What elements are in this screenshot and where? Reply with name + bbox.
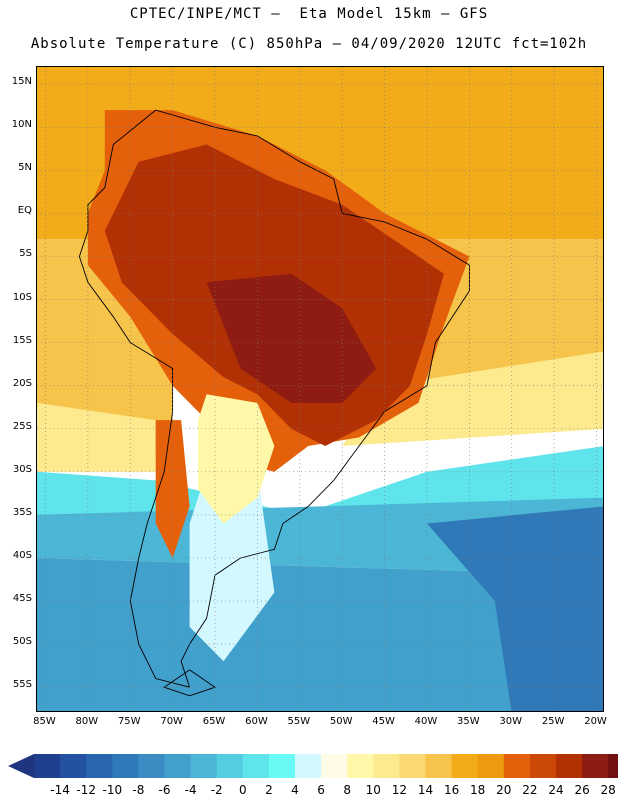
colorbar-tick-label: -4 <box>184 783 197 797</box>
zone-chaco-pale <box>198 394 275 524</box>
colorbar-tick-label: -6 <box>158 783 171 797</box>
colorbar-swatch <box>451 754 479 778</box>
colorbar-tick-label: 2 <box>265 783 273 797</box>
lon-tick-label: 20W <box>584 716 607 727</box>
lon-tick-label: 60W <box>245 716 268 727</box>
colorbar-tick-label: 16 <box>443 783 460 797</box>
colorbar <box>8 754 618 778</box>
map-subtitle: Absolute Temperature (C) 850hPa — 04/09/… <box>30 36 588 52</box>
colorbar-swatch <box>529 754 557 778</box>
lat-tick-label: 30S <box>12 463 32 475</box>
field-atlantic-yellow <box>342 351 603 446</box>
colorbar-swatch <box>268 754 296 778</box>
temperature-map <box>37 67 603 711</box>
tierra-del-fuego-coast <box>163 669 216 697</box>
colorbar-swatch <box>373 754 400 778</box>
lon-tick-label: 75W <box>117 716 141 727</box>
colorbar-swatch <box>503 754 531 778</box>
lon-tick-label: 25W <box>541 716 565 727</box>
field-patagonia-pale <box>189 471 275 662</box>
lat-tick-label: 5S <box>19 248 32 260</box>
colorbar-swatch <box>164 754 192 778</box>
colorbar-tick-label: 24 <box>548 783 564 797</box>
lon-tick-label: 55W <box>287 716 311 727</box>
lat-tick-label: 45S <box>12 593 32 605</box>
colorbar-tick-label: 6 <box>317 783 325 797</box>
colorbar-tick-label: 20 <box>496 783 512 797</box>
lat-tick-label: 50S <box>12 636 32 648</box>
colorbar-tick-label: -14 <box>50 783 70 797</box>
lat-tick-label: 15N <box>11 76 32 88</box>
colorbar-under-arrow <box>8 754 34 778</box>
colorbar-swatch <box>216 754 244 778</box>
lon-tick-label: 80W <box>75 716 99 727</box>
colorbar-swatch <box>86 754 113 778</box>
lon-tick-label: 30W <box>499 716 523 727</box>
colorbar-tick-label: 12 <box>391 783 408 797</box>
map-plot-area <box>36 66 604 712</box>
lon-tick-label: 85W <box>33 716 56 727</box>
lon-tick-label: 50W <box>329 716 353 727</box>
colorbar-tick-label: -8 <box>132 783 145 797</box>
colorbar-tick-label: -2 <box>210 783 223 797</box>
colorbar-swatch <box>608 754 618 778</box>
colorbar-tick-label: 18 <box>470 783 486 797</box>
map-title: CPTEC/INPE/MCT — Eta Model 15km — GFS <box>129 6 489 22</box>
colorbar-swatch <box>242 754 270 778</box>
colorbar-swatch <box>347 754 374 778</box>
colorbar-tick-label: 10 <box>365 783 381 797</box>
lat-tick-label: 20S <box>12 377 32 389</box>
colorbar-swatch <box>477 754 505 778</box>
lat-tick-label: 40S <box>12 549 32 561</box>
lon-tick-label: 40W <box>414 716 438 727</box>
colorbar-tick-label: -10 <box>102 783 123 797</box>
field-south-deep <box>37 558 603 711</box>
colorbar-tick-label: 14 <box>417 783 434 797</box>
colorbar-tick-label: -12 <box>76 783 96 797</box>
colorbar-tick-label: 26 <box>574 783 590 797</box>
colorbar-swatch <box>399 754 426 778</box>
field-southeast-deep <box>427 506 603 711</box>
colorbar-swatch <box>425 754 453 778</box>
zone-andes-warm <box>155 420 190 558</box>
lon-tick-label: 65W <box>202 716 226 727</box>
colorbar-swatch <box>556 754 583 778</box>
colorbar-swatch <box>582 754 609 778</box>
lat-tick-label: 35S <box>12 506 32 518</box>
lat-tick-label: 10N <box>11 119 32 131</box>
colorbar-tick-label: 4 <box>291 783 299 797</box>
lat-tick-label: 25S <box>12 420 32 432</box>
colorbar-swatch <box>295 754 322 778</box>
colorbar-swatch <box>321 754 348 778</box>
colorbar-swatch <box>138 754 165 778</box>
colorbar-tick-label: 0 <box>238 783 247 797</box>
colorbar-swatch <box>60 754 87 778</box>
lon-tick-label: 35W <box>457 716 480 727</box>
lon-tick-label: 45W <box>372 716 395 727</box>
colorbar-swatch <box>112 754 139 778</box>
lat-tick-label: 55S <box>12 679 32 691</box>
colorbar-tick-label: 22 <box>522 783 538 797</box>
zone-central-hot <box>206 273 377 403</box>
lat-tick-label: EQ <box>17 205 32 217</box>
colorbar-swatch <box>190 754 218 778</box>
lat-tick-label: 10S <box>12 291 32 303</box>
colorbar-tick-label: 28 <box>600 783 616 797</box>
lon-tick-label: 70W <box>160 716 183 727</box>
lat-tick-label: 5N <box>18 162 32 174</box>
colorbar-swatch <box>34 754 61 778</box>
colorbar-tick-label: 8 <box>343 783 351 797</box>
field-pacific-yellow <box>37 402 156 472</box>
lat-tick-label: 15S <box>12 334 32 346</box>
